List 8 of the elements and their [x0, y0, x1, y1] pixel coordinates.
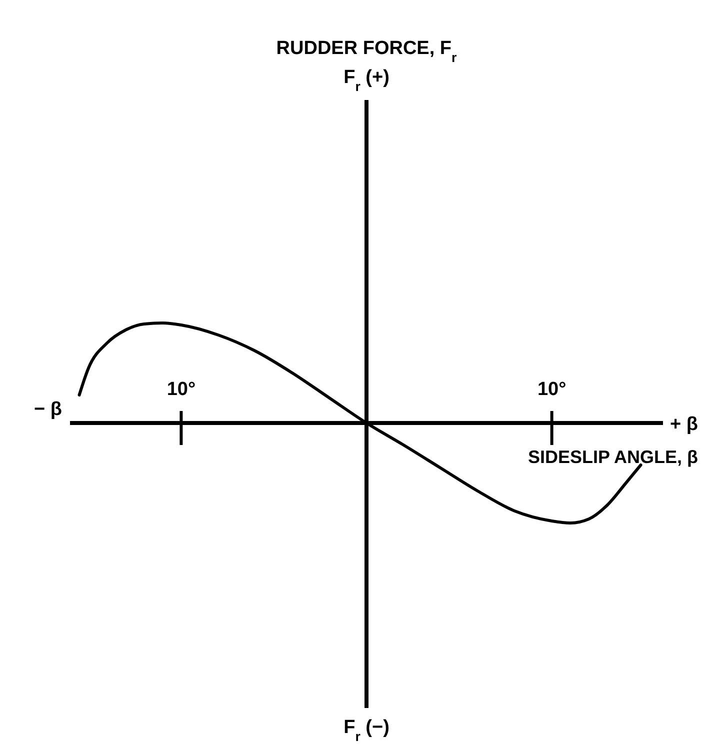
text: F$_{r}$ (−)	[344, 717, 390, 744]
x-tick-label: 10°	[537, 379, 566, 400]
text: F$_{r}$ (+)	[344, 67, 390, 94]
text: − β	[34, 399, 62, 420]
text: + β	[670, 414, 698, 435]
x-tick-label: 10°	[166, 379, 196, 400]
x-axis-title: SIDESLIP ANGLE, β	[528, 447, 698, 467]
text: RUDDER FORCE, F$_{r}$	[276, 38, 457, 64]
